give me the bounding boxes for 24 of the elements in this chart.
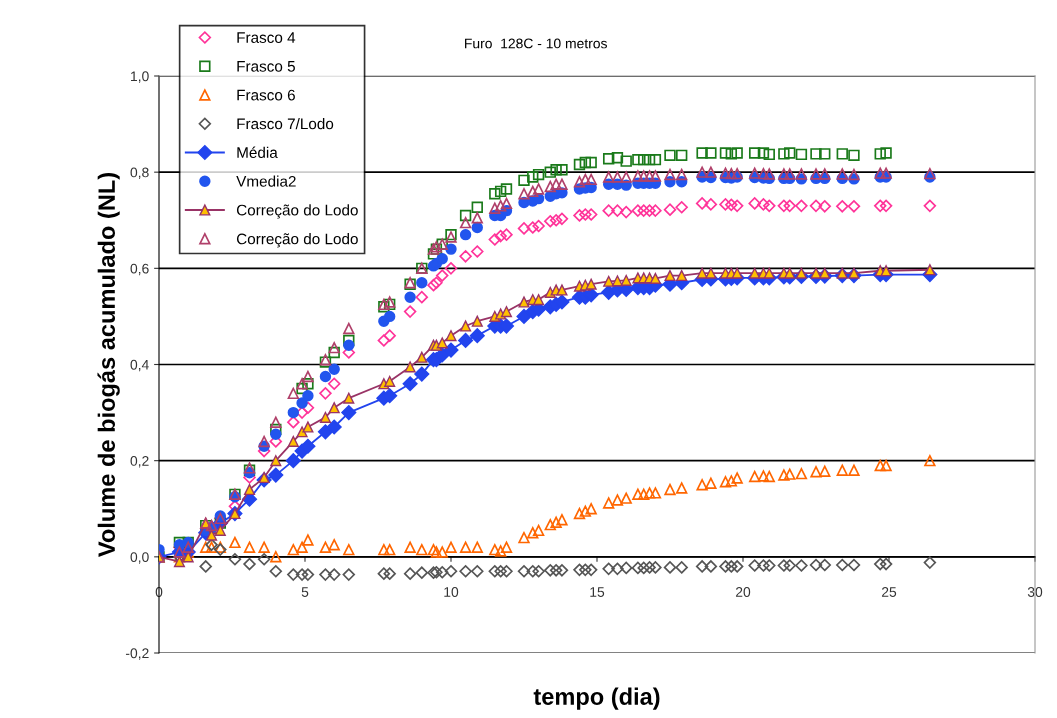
y-tick-label: 1,0 <box>131 71 149 83</box>
legend-label: Vmedia2 <box>236 175 296 187</box>
legend-label: Média <box>237 146 278 158</box>
legend-label: Frasco 6 <box>237 89 295 101</box>
chart-title: Furo 128C - 10 metros <box>465 38 607 49</box>
legend-label: Correção do Lodo <box>236 233 358 248</box>
legend-label: Correção do Lodo <box>236 204 358 219</box>
y-tick-label: 0,4 <box>130 359 149 372</box>
x-tick-label: 25 <box>881 587 897 597</box>
y-tick-label: -0,2 <box>125 648 149 660</box>
legend-label: Frasco 7/Lodo <box>237 118 334 130</box>
x-axis-title: tempo (dia) <box>533 687 660 710</box>
legend-label: Frasco 5 <box>237 61 295 72</box>
x-tick-label: 20 <box>735 587 751 597</box>
y-tick-label: 0,0 <box>130 552 149 564</box>
y-tick-label: 0,6 <box>130 263 149 276</box>
y-tick-label: 0,8 <box>130 167 149 179</box>
y-tick-label: 0,2 <box>130 456 149 468</box>
x-tick-label: 30 <box>1027 587 1043 597</box>
x-tick-label: 15 <box>590 587 605 597</box>
y-axis-title: Volume de biogás acumulado (NL) <box>97 173 120 557</box>
x-tick-label: 5 <box>301 587 309 597</box>
legend-label: Frasco 4 <box>237 32 296 43</box>
x-tick-label: 10 <box>444 587 459 597</box>
